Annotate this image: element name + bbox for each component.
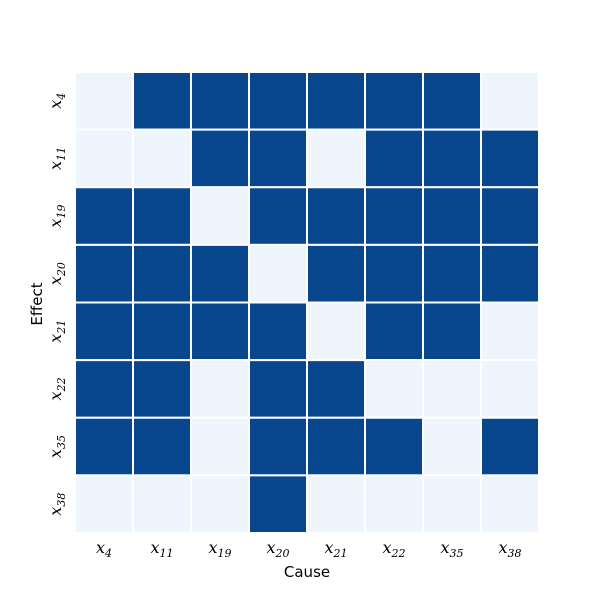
x-tick-label-3: x20	[266, 538, 289, 560]
heatmap-cell-r3-c4	[306, 243, 366, 304]
x-tick-label-0: x4	[96, 538, 112, 560]
x-tick-label-7: x38	[498, 538, 521, 560]
heatmap-cell-r0-c3	[248, 71, 308, 131]
heatmap-cell-r3-c6	[422, 243, 482, 304]
heatmap-cell-r7-c5	[364, 474, 424, 534]
heatmap-cell-r3-c1	[132, 243, 192, 304]
heatmap-cell-r3-c2	[190, 243, 250, 304]
heatmap-cell-r6-c3	[248, 416, 308, 477]
y-axis-title: Effect	[28, 282, 46, 325]
heatmap-cell-r5-c0	[74, 359, 134, 419]
y-tick-label-6: x35	[46, 435, 68, 458]
x-tick-label-2: x19	[208, 538, 231, 560]
heatmap-cell-r2-c1	[132, 186, 192, 246]
heatmap-cell-r7-c0	[74, 474, 134, 534]
heatmap-cell-r1-c1	[132, 128, 192, 189]
heatmap-cell-r3-c3	[248, 243, 308, 304]
heatmap-cell-r1-c7	[480, 128, 540, 189]
heatmap-cell-r4-c0	[74, 301, 134, 362]
heatmap-cell-r1-c3	[248, 128, 308, 189]
heatmap-cell-r2-c3	[248, 186, 308, 246]
heatmap-cell-r0-c4	[306, 71, 366, 131]
heatmap-cell-r4-c6	[422, 301, 482, 362]
heatmap-cell-r5-c7	[480, 359, 540, 419]
heatmap-cell-r6-c1	[132, 416, 192, 477]
heatmap-cell-r7-c3	[248, 474, 308, 534]
heatmap-cell-r5-c6	[422, 359, 482, 419]
heatmap-cell-r2-c2	[190, 186, 250, 246]
y-tick-label-1: x11	[46, 147, 68, 170]
y-tick-label-2: x19	[46, 205, 68, 228]
heatmap-cell-r6-c6	[422, 416, 482, 477]
heatmap-cell-r1-c6	[422, 128, 482, 189]
heatmap-cell-r2-c4	[306, 186, 366, 246]
x-tick-label-6: x35	[440, 538, 463, 560]
y-tick-label-5: x22	[46, 377, 68, 400]
heatmap-cell-r4-c3	[248, 301, 308, 362]
y-tick-label-7: x38	[46, 493, 68, 516]
heatmap-cell-r4-c1	[132, 301, 192, 362]
heatmap-cell-r5-c2	[190, 359, 250, 419]
heatmap-cell-r0-c1	[132, 71, 192, 131]
heatmap-cells	[74, 71, 540, 534]
heatmap-cell-r3-c7	[480, 243, 540, 304]
x-tick-labels: x4 x11 x19 x20 x21 x22 x35 x38	[96, 538, 522, 560]
x-tick-label-4: x21	[324, 538, 347, 560]
heatmap-cell-r6-c0	[74, 416, 134, 477]
x-axis-title: Cause	[284, 563, 330, 581]
y-tick-label-3: x20	[46, 262, 68, 285]
y-tick-label-0: x4	[46, 93, 68, 109]
heatmap-cell-r0-c7	[480, 71, 540, 131]
heatmap-cell-r4-c7	[480, 301, 540, 362]
heatmap-cell-r7-c6	[422, 474, 482, 534]
heatmap-cell-r2-c5	[364, 186, 424, 246]
heatmap-cell-r6-c7	[480, 416, 540, 477]
heatmap-cell-r4-c2	[190, 301, 250, 362]
heatmap-cell-r0-c0	[74, 71, 134, 131]
heatmap-cell-r3-c5	[364, 243, 424, 304]
heatmap-cell-r2-c6	[422, 186, 482, 246]
heatmap-cell-r3-c0	[74, 243, 134, 304]
heatmap-cell-r7-c1	[132, 474, 192, 534]
heatmap-cell-r1-c2	[190, 128, 250, 189]
heatmap-cell-r2-c7	[480, 186, 540, 246]
x-tick-label-5: x22	[382, 538, 405, 560]
heatmap-cell-r4-c5	[364, 301, 424, 362]
y-tick-label-4: x21	[46, 320, 68, 343]
heatmap-cell-r6-c5	[364, 416, 424, 477]
heatmap-cell-r6-c4	[306, 416, 366, 477]
x-tick-label-1: x11	[150, 538, 173, 560]
heatmap-cell-r1-c5	[364, 128, 424, 189]
heatmap-cell-r7-c7	[480, 474, 540, 534]
heatmap-cell-r7-c4	[306, 474, 366, 534]
heatmap-cell-r0-c2	[190, 71, 250, 131]
heatmap-cell-r6-c2	[190, 416, 250, 477]
heatmap-cell-r2-c0	[74, 186, 134, 246]
heatmap-cell-r0-c6	[422, 71, 482, 131]
heatmap-cell-r4-c4	[306, 301, 366, 362]
heatmap-cell-r7-c2	[190, 474, 250, 534]
heatmap-cell-r5-c4	[306, 359, 366, 419]
heatmap-cell-r5-c1	[132, 359, 192, 419]
heatmap-cell-r1-c0	[74, 128, 134, 189]
heatmap-cell-r1-c4	[306, 128, 366, 189]
heatmap-cell-r0-c5	[364, 71, 424, 131]
heatmap-cell-r5-c3	[248, 359, 308, 419]
y-tick-labels: x4 x11 x19 x20 x21 x22 x35 x38	[46, 93, 68, 516]
heatmap-cell-r5-c5	[364, 359, 424, 419]
